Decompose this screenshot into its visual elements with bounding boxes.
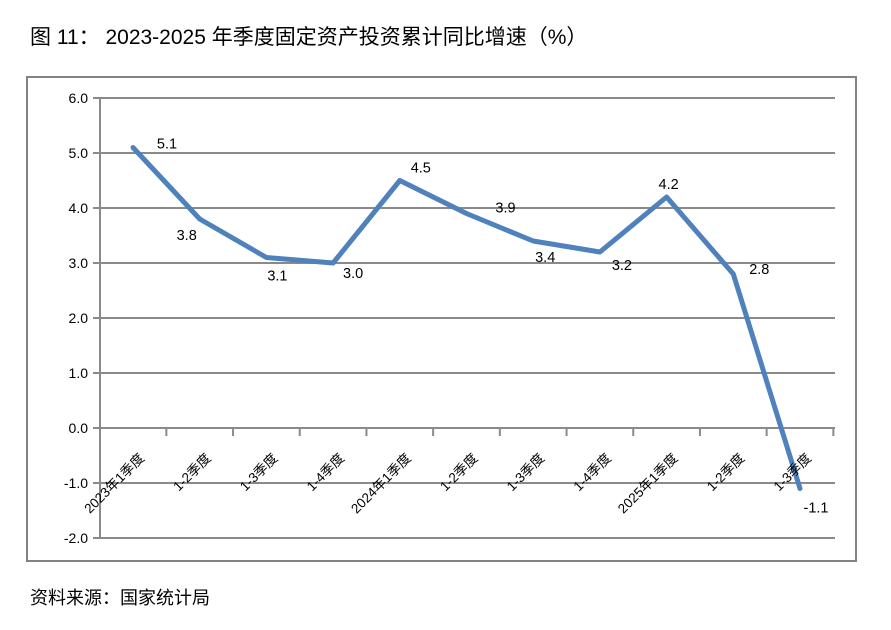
data-point-label: 4.2 xyxy=(659,177,679,193)
x-category-label: 1-2季度 xyxy=(170,451,213,494)
x-category-label: 1-4季度 xyxy=(571,451,614,494)
data-point-label: 3.4 xyxy=(535,250,555,266)
source-note: 资料来源：国家统计局 xyxy=(30,588,210,608)
data-point-label: 3.0 xyxy=(343,266,363,282)
data-point-label: 2.8 xyxy=(749,262,769,278)
data-point-label: 3.9 xyxy=(495,201,515,217)
y-tick-label: -2.0 xyxy=(64,530,88,546)
y-tick-label: 6.0 xyxy=(69,90,89,106)
data-point-label: -1.1 xyxy=(804,501,829,517)
y-tick-label: 2.0 xyxy=(69,310,89,326)
data-point-label: 3.2 xyxy=(612,258,632,274)
y-tick-label: -1.0 xyxy=(64,475,88,491)
chart-area: 6.0 5.0 4.0 3.0 2.0 1.0 0.0 -1.0 -2.0 5.1 3.8 3.1 3.… xyxy=(26,76,857,562)
data-point-label: 3.1 xyxy=(267,269,287,285)
data-point-label: 5.1 xyxy=(157,137,177,153)
y-tick-label: 5.0 xyxy=(69,145,89,161)
data-series-line xyxy=(130,145,803,491)
x-category-label: 1-3季度 xyxy=(504,451,547,494)
y-tick-label: 4.0 xyxy=(69,200,89,216)
y-tick-label: 1.0 xyxy=(69,365,89,381)
x-category-label: 1-2季度 xyxy=(704,451,747,494)
figure-title: 图 11： 2023-2025 年季度固定资产投资累计同比增速（%） xyxy=(30,26,588,49)
data-point-label: 4.5 xyxy=(411,161,431,177)
y-tick-label: 0.0 xyxy=(69,420,89,436)
x-category-label: 1-2季度 xyxy=(437,451,480,494)
x-category-label: 1-4季度 xyxy=(304,451,347,494)
x-category-label: 1-3季度 xyxy=(237,451,280,494)
data-point-label: 3.8 xyxy=(177,228,197,244)
line-chart: 6.0 5.0 4.0 3.0 2.0 1.0 0.0 -1.0 -2.0 5.1 3.8 3.1 3.… xyxy=(64,90,835,546)
y-tick-label: 3.0 xyxy=(69,255,89,271)
